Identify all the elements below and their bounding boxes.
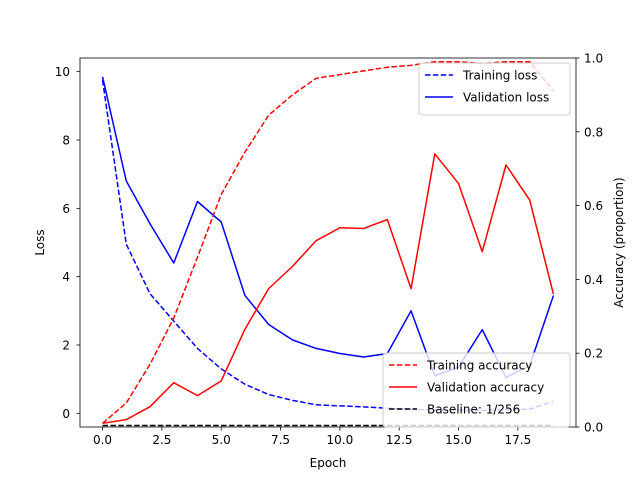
legend-box	[418, 62, 571, 116]
right-y-tick-label: 0.2	[584, 347, 603, 361]
legend-label-training-loss: Training loss	[462, 69, 537, 83]
x-tick-label: 7.5	[271, 433, 290, 447]
right-y-tick-label: 0.8	[584, 125, 603, 139]
left-y-tick-label: 10	[55, 65, 70, 79]
right-y-tick-label: 0.4	[584, 273, 603, 287]
axes-layer: 0.0 2.5 5.0 7.5 10.0 12.5 15.0 17.5 Epoch 0 2 4 6 8 10…	[33, 52, 626, 471]
left-y-tick-label: 4	[62, 270, 70, 284]
legend-label-validation-loss: Validation loss	[463, 91, 549, 105]
x-tick-label: 12.5	[386, 433, 413, 447]
legend-label-validation-accuracy: Validation accuracy	[427, 381, 544, 395]
left-y-tick-label: 8	[62, 134, 70, 148]
legend-box	[382, 352, 571, 428]
x-axis-label: Epoch	[310, 456, 347, 470]
right-y-axis-label: Accuracy (proportion)	[612, 177, 626, 307]
right-y-tick-label: 0.6	[584, 199, 603, 213]
x-tick-label: 2.5	[152, 433, 171, 447]
legend-top-right: Training loss Validation loss	[418, 62, 571, 116]
x-tick-label: 5.0	[212, 433, 231, 447]
legend-label-baseline-1-256: Baseline: 1/256	[427, 403, 520, 417]
left-y-axis-label: Loss	[33, 229, 47, 255]
left-y-tick-label: 6	[62, 202, 70, 216]
left-y-tick-label: 2	[62, 339, 70, 353]
x-tick-label: 15.0	[445, 433, 472, 447]
plot-frame	[79, 57, 577, 428]
x-tick-label: 10.0	[327, 433, 354, 447]
x-tick-label: 17.5	[504, 433, 531, 447]
legend-bottom-right: Training accuracy Validation accuracy Base…	[382, 352, 571, 428]
series-line-validation-accuracy	[102, 153, 555, 425]
right-y-tick-label: 0.0	[584, 421, 603, 435]
series-line-validation-loss	[101, 76, 555, 379]
x-tick-label: 0.0	[93, 433, 112, 447]
legend-label-training-accuracy: Training accuracy	[426, 359, 532, 373]
left-y-tick-label: 0	[62, 407, 70, 421]
legend-layer: Training loss Validation loss Training acc…	[382, 62, 571, 428]
right-y-tick-label: 1.0	[584, 52, 603, 66]
